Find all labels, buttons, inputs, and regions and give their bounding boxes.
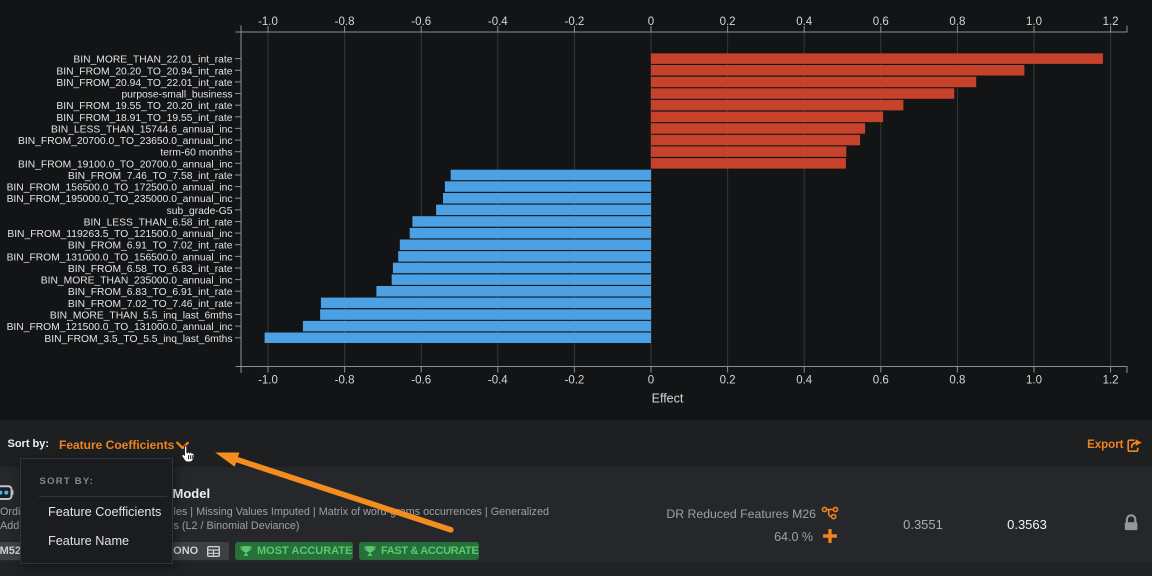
svg-text:-0.8: -0.8 <box>335 16 355 28</box>
svg-text:0: 0 <box>648 16 654 28</box>
svg-text:0.4: 0.4 <box>796 375 813 387</box>
svg-text:BIN_FROM_7.02_TO_7.46_int_rate: BIN_FROM_7.02_TO_7.46_int_rate <box>68 299 233 310</box>
svg-text:-0.6: -0.6 <box>411 16 431 28</box>
svg-text:0.8: 0.8 <box>949 16 965 28</box>
svg-text:term-60 months: term-60 months <box>160 148 232 159</box>
svg-text:-0.2: -0.2 <box>564 375 584 387</box>
svg-text:BIN_LESS_THAN_15744.6_annual_i: BIN_LESS_THAN_15744.6_annual_inc <box>51 124 232 135</box>
svg-text:BIN_FROM_119263.5_TO_121500.0_: BIN_FROM_119263.5_TO_121500.0_annual_inc <box>7 229 232 240</box>
svg-text:-0.2: -0.2 <box>564 16 584 28</box>
svg-text:BIN_FROM_20.20_TO_20.94_int_ra: BIN_FROM_20.20_TO_20.94_int_rate <box>56 66 232 77</box>
svg-text:-0.4: -0.4 <box>488 375 508 387</box>
svg-text:sub_grade-G5: sub_grade-G5 <box>167 206 233 217</box>
svg-text:BIN_MORE_THAN_22.01_int_rate: BIN_MORE_THAN_22.01_int_rate <box>73 55 232 66</box>
svg-text:BIN_FROM_19100.0_TO_20700.0_an: BIN_FROM_19100.0_TO_20700.0_annual_inc <box>18 159 232 170</box>
svg-text:1.2: 1.2 <box>1103 375 1119 387</box>
svg-text:-0.8: -0.8 <box>335 375 355 387</box>
svg-text:BIN_FROM_131000.0_TO_156500.0_: BIN_FROM_131000.0_TO_156500.0_annual_inc <box>7 252 233 263</box>
svg-text:-0.6: -0.6 <box>411 375 431 387</box>
svg-text:0.6: 0.6 <box>873 16 889 28</box>
svg-text:purpose-small_business: purpose-small_business <box>121 90 232 101</box>
svg-text:Effect: Effect <box>652 392 684 406</box>
svg-text:BIN_FROM_20700.0_TO_23650.0_an: BIN_FROM_20700.0_TO_23650.0_annual_inc <box>18 136 232 147</box>
svg-text:BIN_FROM_7.46_TO_7.58_int_rate: BIN_FROM_7.46_TO_7.58_int_rate <box>68 171 233 182</box>
svg-text:BIN_FROM_6.91_TO_7.02_int_rate: BIN_FROM_6.91_TO_7.02_int_rate <box>68 241 233 252</box>
svg-text:0.2: 0.2 <box>720 375 736 387</box>
svg-text:0: 0 <box>648 375 654 387</box>
svg-text:0.8: 0.8 <box>949 375 965 387</box>
svg-text:BIN_FROM_19.55_TO_20.20_int_ra: BIN_FROM_19.55_TO_20.20_int_rate <box>56 101 232 112</box>
svg-text:-0.4: -0.4 <box>488 16 508 28</box>
svg-text:BIN_FROM_6.83_TO_6.91_int_rate: BIN_FROM_6.83_TO_6.91_int_rate <box>68 287 233 298</box>
svg-text:0.4: 0.4 <box>796 16 813 28</box>
svg-text:BIN_FROM_121500.0_TO_131000.0_: BIN_FROM_121500.0_TO_131000.0_annual_inc <box>7 322 233 333</box>
svg-text:BIN_LESS_THAN_6.58_int_rate: BIN_LESS_THAN_6.58_int_rate <box>84 218 233 229</box>
svg-text:BIN_FROM_156500.0_TO_172500.0_: BIN_FROM_156500.0_TO_172500.0_annual_inc <box>7 183 233 194</box>
svg-text:-1.0: -1.0 <box>258 16 278 28</box>
svg-text:-1.0: -1.0 <box>258 375 278 387</box>
svg-text:BIN_FROM_195000.0_TO_235000.0_: BIN_FROM_195000.0_TO_235000.0_annual_inc <box>7 194 233 205</box>
svg-text:0.2: 0.2 <box>720 16 736 28</box>
svg-text:1.2: 1.2 <box>1103 16 1119 28</box>
svg-text:BIN_FROM_3.5_TO_5.5_inq_last_6: BIN_FROM_3.5_TO_5.5_inq_last_6mths <box>44 334 232 345</box>
svg-text:BIN_MORE_THAN_5.5_inq_last_6mt: BIN_MORE_THAN_5.5_inq_last_6mths <box>50 311 233 322</box>
svg-text:1.0: 1.0 <box>1026 16 1042 28</box>
svg-text:BIN_FROM_18.91_TO_19.55_int_ra: BIN_FROM_18.91_TO_19.55_int_rate <box>56 113 232 124</box>
svg-text:BIN_MORE_THAN_235000.0_annual_: BIN_MORE_THAN_235000.0_annual_inc <box>41 276 233 287</box>
svg-text:1.0: 1.0 <box>1026 375 1042 387</box>
svg-text:BIN_FROM_20.94_TO_22.01_int_ra: BIN_FROM_20.94_TO_22.01_int_rate <box>56 78 232 89</box>
svg-text:0.6: 0.6 <box>873 375 889 387</box>
svg-text:BIN_FROM_6.58_TO_6.83_int_rate: BIN_FROM_6.58_TO_6.83_int_rate <box>68 264 233 275</box>
